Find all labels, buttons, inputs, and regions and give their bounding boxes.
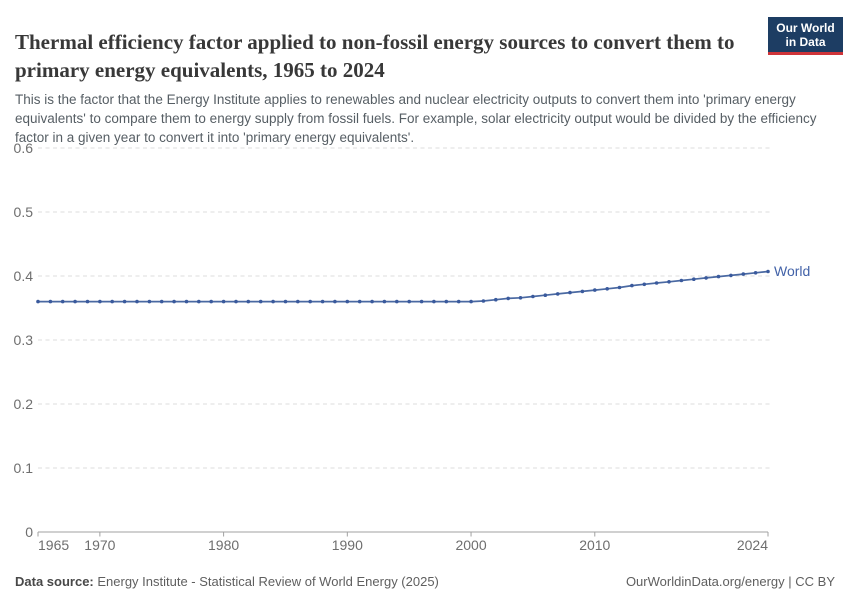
data-point-marker <box>271 299 275 304</box>
data-point-marker <box>630 283 634 288</box>
data-point-marker <box>692 277 696 282</box>
data-point-marker <box>98 299 102 304</box>
data-point-marker <box>382 299 387 304</box>
y-tick-label: 0.5 <box>14 204 34 220</box>
data-point-marker <box>73 299 77 304</box>
data-point-marker <box>642 282 647 287</box>
data-point-marker <box>234 299 238 304</box>
data-point-marker <box>605 287 609 291</box>
attribution-text: OurWorldinData.org/energy | CC BY <box>625 574 835 589</box>
data-point-marker <box>531 294 535 299</box>
series-entity-label: World <box>774 263 810 279</box>
data-point-marker <box>184 299 189 304</box>
data-point-marker <box>221 299 226 304</box>
data-point-marker <box>753 271 758 275</box>
y-tick-label: 0.6 <box>14 140 34 156</box>
x-tick-label: 1980 <box>208 537 239 553</box>
data-point-marker <box>296 299 300 304</box>
y-tick-label: 0 <box>25 524 33 540</box>
data-point-marker <box>704 276 708 280</box>
data-point-marker <box>593 288 597 292</box>
data-point-marker <box>85 299 90 304</box>
y-tick-label: 0.2 <box>14 396 34 412</box>
data-point-marker <box>209 299 213 304</box>
x-tick-label: 1965 <box>38 537 69 553</box>
data-point-marker <box>246 299 251 304</box>
chart-subtitle: This is the factor that the Energy Insti… <box>15 91 817 146</box>
data-point-marker <box>667 280 671 284</box>
data-point-marker <box>432 299 436 304</box>
data-point-marker <box>580 289 585 294</box>
world-series-line <box>38 270 769 303</box>
data-point-marker <box>333 299 337 304</box>
data-point-marker <box>283 299 288 304</box>
data-point-marker <box>654 281 659 285</box>
data-point-marker <box>481 299 486 303</box>
data-point-marker <box>543 293 548 298</box>
data-point-marker <box>494 297 498 302</box>
data-point-marker <box>766 269 770 274</box>
data-point-marker <box>407 299 412 304</box>
data-point-marker <box>506 296 511 301</box>
data-point-marker <box>370 299 374 304</box>
data-point-marker <box>679 278 684 283</box>
data-point-marker <box>729 273 733 278</box>
data-point-marker <box>444 299 449 304</box>
data-point-marker <box>716 274 721 279</box>
data-source-text: Energy Institute - Statistical Review of… <box>93 574 439 589</box>
data-point-marker <box>568 290 572 295</box>
data-point-marker <box>122 299 127 304</box>
x-tick-label: 1970 <box>84 537 115 553</box>
data-point-marker <box>147 299 152 304</box>
owid-logo-line1: Our World <box>776 21 835 35</box>
data-point-marker <box>36 299 40 304</box>
data-point-marker <box>320 299 325 304</box>
data-point-marker <box>110 299 114 304</box>
x-tick-label: 2000 <box>455 537 486 553</box>
data-point-marker <box>419 299 424 304</box>
data-point-marker <box>469 299 473 304</box>
y-tick-label: 0.1 <box>14 460 34 476</box>
x-tick-label: 1990 <box>332 537 363 553</box>
y-tick-label: 0.4 <box>14 268 34 284</box>
owid-logo: Our World in Data <box>768 17 843 55</box>
x-tick-label: 2010 <box>579 537 610 553</box>
data-point-marker <box>518 296 523 300</box>
data-source-note: Data source: Energy Institute - Statisti… <box>15 574 439 589</box>
data-point-marker <box>172 299 176 304</box>
chart-footer: Data source: Energy Institute - Statisti… <box>15 574 835 589</box>
data-point-marker <box>555 292 560 296</box>
data-point-marker <box>308 299 313 304</box>
owid-logo-line2: in Data <box>785 35 826 49</box>
data-point-marker <box>135 299 139 304</box>
data-source-label: Data source: <box>15 574 94 589</box>
data-point-marker <box>741 272 746 276</box>
data-point-marker <box>456 299 461 304</box>
x-tick-label: 2024 <box>737 537 768 553</box>
data-point-marker <box>48 299 53 304</box>
data-point-marker <box>345 299 350 304</box>
data-point-marker <box>159 299 164 304</box>
chart-title: Thermal efficiency factor applied to non… <box>15 30 735 83</box>
data-point-marker <box>357 299 362 304</box>
data-point-marker <box>617 285 622 290</box>
data-point-marker <box>258 299 263 304</box>
data-point-marker <box>197 299 201 304</box>
y-tick-label: 0.3 <box>14 332 34 348</box>
data-point-marker <box>60 299 65 304</box>
data-point-marker <box>395 299 399 304</box>
